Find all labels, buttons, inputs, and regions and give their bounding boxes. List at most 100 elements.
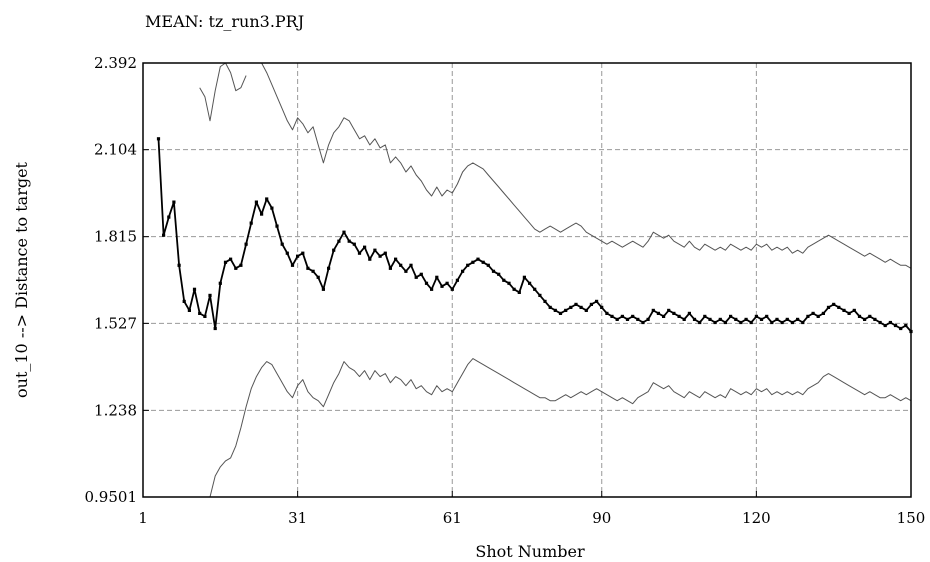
mean-data-point [878, 320, 882, 325]
mean-data-point [414, 275, 418, 279]
mean-data-point [538, 293, 542, 297]
mean-data-point [167, 215, 171, 219]
mean-data-point [208, 293, 212, 297]
mean-data-point [533, 287, 537, 291]
mean-data-point [631, 314, 635, 318]
mean-data-point [729, 314, 733, 318]
mean-data-point [904, 323, 908, 328]
y-tick-label: 2.104 [94, 141, 137, 159]
mean-data-point [290, 263, 295, 267]
mean-data-point [801, 320, 805, 325]
mean-data-point [383, 251, 387, 255]
mean-data-point [723, 320, 727, 325]
plot-frame [142, 62, 912, 498]
mean-data-point [182, 299, 186, 303]
mean-data-point [806, 314, 810, 318]
mean-data-point [301, 251, 305, 255]
mean-data-point [780, 320, 784, 325]
mean-data-point [296, 254, 300, 258]
mean-data-point [440, 284, 444, 288]
upper-series-line [225, 62, 247, 92]
x-axis-label: Shot Number [475, 542, 585, 561]
mean-data-point [692, 317, 697, 321]
mean-data-point [698, 320, 702, 325]
mean-data-point [883, 323, 887, 328]
mean-data-point [641, 320, 645, 325]
mean-data-point [569, 305, 573, 309]
mean-data-point [497, 272, 501, 276]
mean-data-point [254, 200, 258, 204]
mean-data-point [244, 242, 248, 246]
mean-data-point [172, 200, 176, 204]
x-tick-label: 90 [592, 509, 611, 527]
mean-data-point [486, 263, 490, 267]
mean-data-point [265, 197, 269, 201]
mean-data-point [893, 323, 898, 328]
mean-data-point [543, 299, 547, 303]
mean-data-point [790, 320, 794, 325]
mean-data-point [404, 269, 408, 273]
mean-data-point [192, 287, 197, 291]
grid-lines [143, 63, 911, 497]
mean-data-point [187, 308, 191, 312]
mean-data-point [605, 311, 609, 315]
mean-data-point [491, 269, 496, 273]
mean-data-point [548, 305, 552, 309]
mean-data-point [574, 302, 578, 306]
mean-data-point [749, 320, 753, 325]
mean-data-point [435, 275, 439, 279]
mean-data-point [419, 272, 423, 276]
mean-data-point [450, 287, 454, 291]
mean-data-point [832, 302, 836, 306]
mean-data-point [357, 251, 362, 255]
mean-data-point [260, 212, 264, 216]
mean-data-point [285, 251, 289, 255]
mean-data-point [229, 257, 233, 261]
lower-series-line [209, 358, 912, 498]
mean-data-point [352, 242, 356, 246]
mean-data-point [522, 275, 526, 279]
mean-data-point [899, 326, 903, 331]
mean-data-point [600, 305, 604, 309]
mean-data-point [734, 317, 738, 321]
mean-data-point [837, 305, 841, 309]
mean-data-point [667, 308, 671, 312]
x-tick-label: 120 [742, 509, 771, 527]
mean-data-point [507, 281, 511, 285]
mean-data-point [595, 299, 599, 303]
mean-data-point [177, 263, 181, 267]
mean-data-point [476, 257, 480, 261]
mean-data-point [218, 281, 222, 285]
mean-data-point [615, 317, 619, 321]
mean-data-point [579, 305, 583, 309]
mean-data-point [785, 317, 789, 321]
mean-data-point [796, 317, 800, 321]
mean-data-point [409, 263, 413, 267]
mean-data-point [625, 317, 630, 321]
mean-data-point [363, 245, 367, 249]
mean-data-point [770, 320, 774, 325]
y-axis-ticks: 0.9501 1.238 1.527 1.815 2.104 2.392 [85, 54, 149, 506]
upper-series-line [199, 62, 226, 122]
mean-data-point [739, 320, 743, 325]
mean-data-point [651, 308, 655, 312]
mean-data-point [156, 137, 161, 141]
mean-data-point [517, 290, 521, 294]
mean-data-point [378, 254, 382, 258]
mean-data-point [553, 308, 557, 312]
chart-title: MEAN: tz_run3.PRJ [145, 12, 304, 31]
series-group [156, 62, 913, 498]
mean-data-point [852, 308, 856, 312]
mean-data-point [306, 266, 310, 270]
mean-data-point [744, 317, 748, 321]
mean-data-point [316, 275, 320, 279]
mean-data-point [455, 278, 459, 282]
x-tick-label: 1 [138, 509, 148, 527]
mean-data-point [863, 317, 867, 321]
mean-data-point [327, 266, 331, 270]
mean-data-point [821, 311, 825, 315]
mean-data-point [481, 260, 485, 264]
mean-data-point [656, 311, 660, 315]
mean-data-point [868, 314, 872, 318]
